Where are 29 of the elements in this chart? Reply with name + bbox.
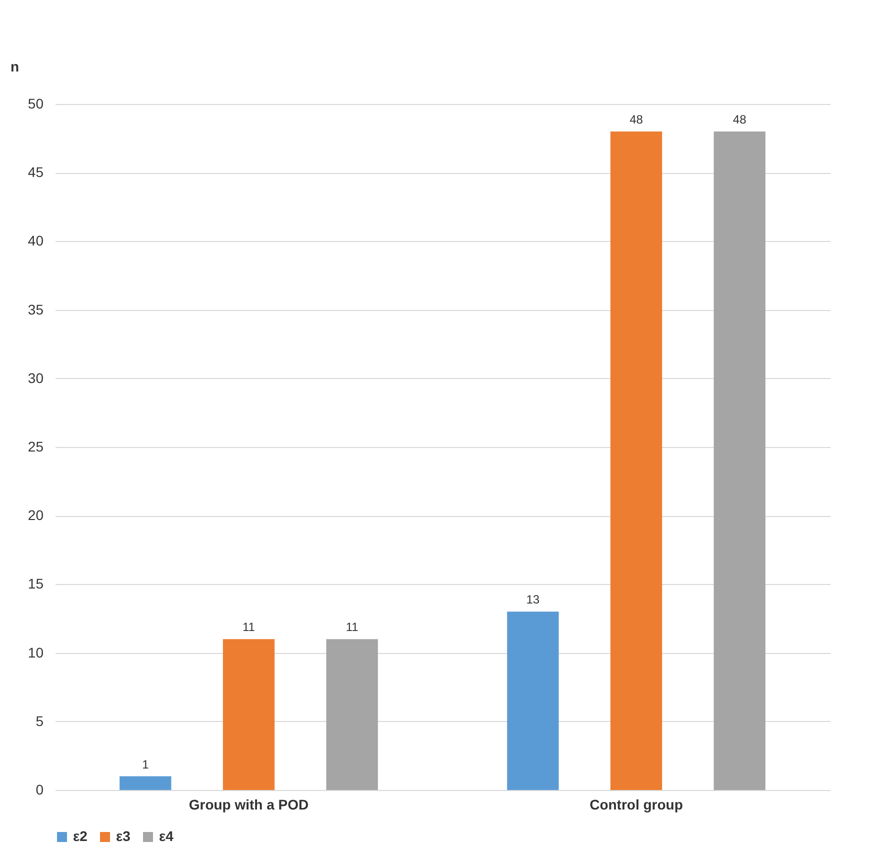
y-tick-label: 0 xyxy=(36,782,44,798)
data-label: 48 xyxy=(732,112,747,126)
bar xyxy=(714,131,766,790)
x-tick-label: Group with a POD xyxy=(188,796,309,812)
bar xyxy=(120,776,172,790)
y-tick-label: 30 xyxy=(28,370,44,386)
data-label: 11 xyxy=(346,620,359,634)
y-tick-label: 10 xyxy=(28,644,44,660)
y-tick-label: 25 xyxy=(28,438,44,454)
y-tick-label: 35 xyxy=(28,301,44,318)
y-axis-title: n xyxy=(10,58,20,74)
x-tick-label: Control group xyxy=(590,796,683,812)
y-tick-label: 40 xyxy=(28,232,44,249)
y-tick-label: 50 xyxy=(28,96,44,112)
y-tick-label: 5 xyxy=(36,712,44,729)
bar xyxy=(610,131,662,790)
legend-label: ε4 xyxy=(159,828,174,844)
y-tick-label: 15 xyxy=(28,576,44,592)
bar xyxy=(222,639,275,790)
data-label: 11 xyxy=(242,620,256,634)
legend-label: ε3 xyxy=(116,828,131,844)
y-tick-label: 45 xyxy=(28,164,44,180)
y-tick-label: 20 xyxy=(28,507,44,524)
data-label: 48 xyxy=(630,112,644,126)
bar xyxy=(326,639,378,790)
data-label: 13 xyxy=(526,592,540,607)
legend-label: ε2 xyxy=(73,828,88,844)
bar xyxy=(507,612,559,790)
data-label: 1 xyxy=(142,757,150,772)
